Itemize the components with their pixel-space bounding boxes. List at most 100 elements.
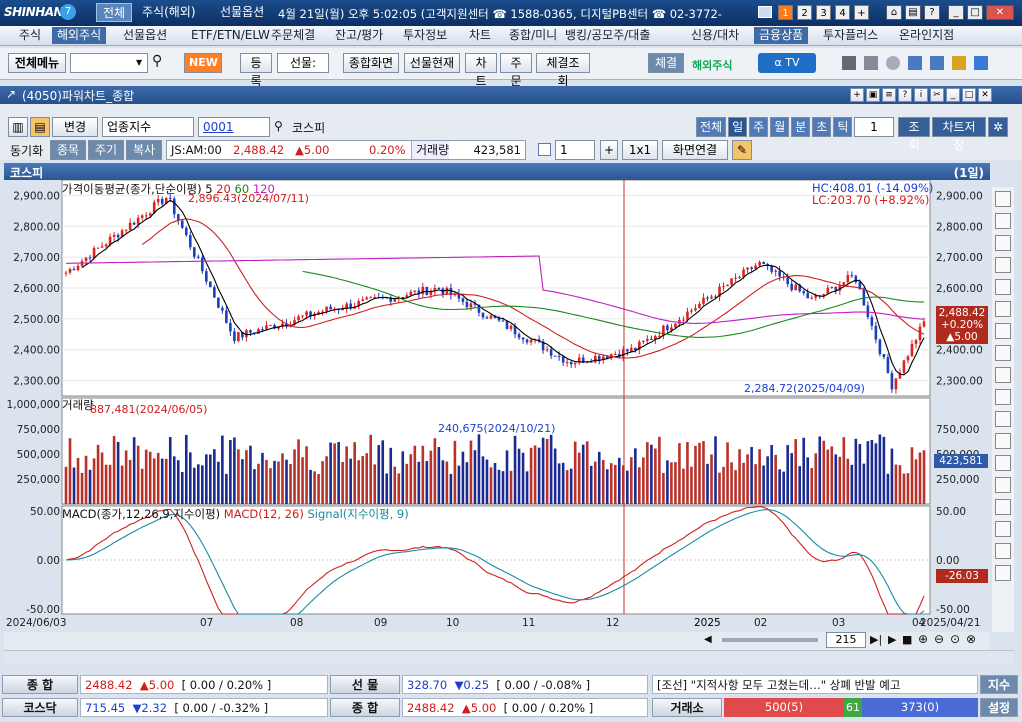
menu-item-13[interactable]: 온라인지점 [899, 28, 955, 42]
symbol-code-input[interactable]: 0001 [198, 117, 270, 137]
pencil-icon[interactable]: ✎ [732, 140, 752, 160]
period-tab-4[interactable]: 분 [791, 117, 811, 137]
draw-tool-5-icon[interactable] [995, 301, 1011, 317]
stop-icon[interactable]: ■ [902, 633, 913, 646]
color-checkbox[interactable] [538, 143, 551, 156]
window-icon[interactable] [930, 56, 944, 70]
index-button[interactable]: 지수 [980, 675, 1018, 694]
tab-all[interactable]: 전체 [96, 3, 133, 22]
save-layout-icon[interactable]: ▤ [30, 117, 50, 137]
tile-icon[interactable]: ▣ [866, 88, 880, 102]
overseas-stock-link[interactable]: 해외주식 [692, 59, 733, 72]
menu-item-4[interactable]: 주문체결 [271, 28, 316, 42]
draw-tool-6-icon[interactable] [995, 323, 1011, 339]
draw-tool-2-icon[interactable] [995, 235, 1011, 251]
monitor-icon[interactable] [758, 6, 772, 18]
period-tab-0[interactable]: 전체 [696, 117, 727, 137]
calculator-icon[interactable] [864, 56, 878, 70]
draw-tool-12-icon[interactable] [995, 455, 1011, 471]
futures-current-button[interactable]: 선물현재 [404, 53, 460, 73]
menu-item-7[interactable]: 차트 [469, 28, 492, 42]
screen-2-button[interactable]: 2 [797, 5, 812, 20]
play-icon[interactable]: ▶ [888, 633, 897, 646]
inner-minimize-icon[interactable]: _ [946, 88, 960, 102]
sync-copy-button[interactable]: 복사 [126, 140, 162, 160]
sync-period-button[interactable]: 주기 [88, 140, 124, 160]
screen-3-button[interactable]: 3 [816, 5, 831, 20]
draw-tool-13-icon[interactable] [995, 477, 1011, 493]
user-icon[interactable] [974, 56, 988, 70]
draw-tool-0-icon[interactable] [995, 191, 1011, 207]
list-icon[interactable]: ≡ [882, 88, 896, 102]
gear-icon[interactable] [886, 56, 900, 70]
zoom-slider[interactable] [722, 638, 818, 642]
home-icon[interactable]: ⌂ [886, 5, 902, 20]
scroll-start-icon[interactable]: ▶| [870, 633, 883, 646]
search-icon[interactable]: ⚲ [152, 53, 163, 69]
ratio-button[interactable]: 1x1 [622, 140, 658, 160]
sync-symbol-button[interactable]: 종목 [50, 140, 86, 160]
chart-button[interactable]: 차트 [465, 53, 497, 88]
minimize-icon[interactable]: _ [948, 5, 964, 20]
scroll-left-icon[interactable]: ◀ [704, 634, 712, 645]
register-button[interactable]: 등록 [240, 53, 272, 88]
menu-item-8[interactable]: 종합/미니 [509, 28, 558, 42]
news-ticker[interactable]: [조선] "지적사항 모두 고쳤는데…" 상폐 반발 예고 [652, 675, 978, 694]
screen-1-button[interactable]: 1 [778, 5, 793, 20]
tab-stock-overseas[interactable]: 주식(해외) [142, 5, 196, 19]
comprehensive-screen-button[interactable]: 종합화면 [343, 53, 399, 73]
execution-inquiry-button[interactable]: 체결조회 [536, 53, 590, 88]
all-menu-button[interactable]: 전체메뉴 [8, 53, 66, 73]
menu-item-10[interactable]: 신용/대차 [691, 28, 740, 42]
zoom-in-icon[interactable]: ⊕ [918, 632, 929, 646]
menu-item-12[interactable]: 투자플러스 [823, 28, 879, 42]
screen-add-button[interactable]: + [854, 5, 869, 20]
draw-tool-16-icon[interactable] [995, 543, 1011, 559]
zoom-reset-icon[interactable]: ⊙ [950, 632, 961, 646]
draw-tool-11-icon[interactable] [995, 433, 1011, 449]
print-icon[interactable]: ▤ [905, 5, 921, 20]
split-count-select[interactable]: 1 [555, 140, 595, 160]
draw-tool-17-icon[interactable] [995, 565, 1011, 581]
printer-icon[interactable] [842, 56, 856, 70]
draw-tool-7-icon[interactable] [995, 345, 1011, 361]
fill-button[interactable]: 체결 [648, 53, 684, 73]
menu-item-2[interactable]: 선물옵션 [123, 28, 168, 42]
zoom-count-input[interactable]: 215 [826, 632, 866, 648]
screen-4-button[interactable]: 4 [835, 5, 850, 20]
tab-futures-options[interactable]: 선물옵션 [220, 5, 265, 19]
zoom-fit-icon[interactable]: ⊗ [966, 632, 977, 646]
maximize-icon[interactable]: □ [967, 5, 983, 20]
info-icon[interactable]: i [914, 88, 928, 102]
inner-maximize-icon[interactable]: □ [962, 88, 976, 102]
close-icon[interactable]: ✕ [986, 5, 1014, 20]
period-tab-2[interactable]: 주 [749, 117, 769, 137]
layout-toggle-icon[interactable]: ▥ [8, 117, 28, 137]
query-button[interactable]: 조회 [898, 117, 930, 152]
question-icon[interactable]: ? [898, 88, 912, 102]
menu-item-5[interactable]: 잔고/평가 [335, 28, 384, 42]
period-tab-1[interactable]: 일 [728, 117, 748, 137]
menu-item-9[interactable]: 뱅킹/공모주/대출 [565, 28, 651, 42]
screen-link-button[interactable]: 화면연결 [662, 140, 728, 160]
inner-close-icon[interactable]: ✕ [978, 88, 992, 102]
index-type-select[interactable]: 업종지수 [102, 117, 194, 137]
horizontal-scrollbar[interactable] [4, 650, 1014, 664]
zoom-out-icon[interactable]: ⊖ [934, 632, 945, 646]
order-button[interactable]: 주문 [500, 53, 532, 88]
draw-tool-14-icon[interactable] [995, 499, 1011, 515]
draw-tool-10-icon[interactable] [995, 411, 1011, 427]
menu-item-1[interactable]: 해외주식 [52, 27, 107, 44]
draw-tool-4-icon[interactable] [995, 279, 1011, 295]
draw-tool-15-icon[interactable] [995, 521, 1011, 537]
tools-icon[interactable]: ✂ [930, 88, 944, 102]
draw-tool-1-icon[interactable] [995, 213, 1011, 229]
layout-icon[interactable] [908, 56, 922, 70]
menu-item-0[interactable]: 주식 [19, 28, 42, 42]
symbol-search-icon[interactable]: ⚲ [274, 119, 283, 133]
status-settings-button[interactable]: 설정 [980, 698, 1018, 717]
menu-item-6[interactable]: 투자정보 [403, 28, 448, 42]
menu-search-input[interactable] [70, 53, 148, 73]
settings-icon[interactable]: ✲ [988, 117, 1008, 137]
add-pane-icon[interactable]: + [600, 140, 618, 160]
